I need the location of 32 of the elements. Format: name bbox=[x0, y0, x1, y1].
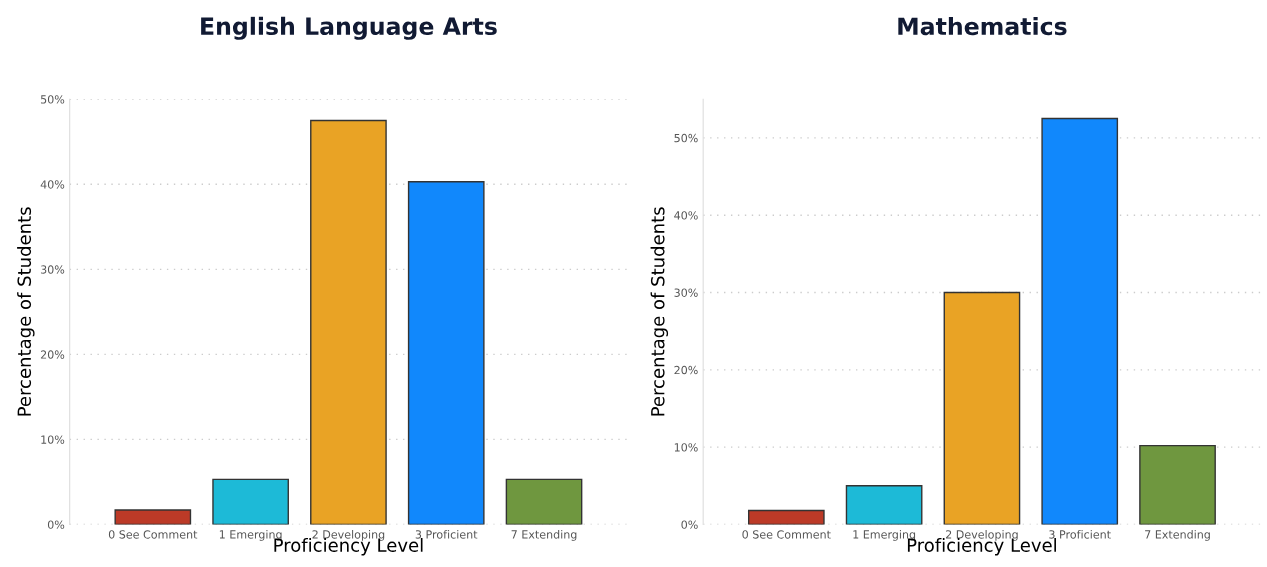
bar bbox=[114, 509, 192, 525]
bar bbox=[1041, 117, 1119, 525]
chart-title: English Language Arts bbox=[201, 16, 497, 40]
x-tick-label: 3 Proficient bbox=[415, 530, 478, 539]
y-axis-title: Percentage of Students bbox=[17, 207, 35, 416]
bar bbox=[1139, 444, 1216, 525]
y-tick-label: 30% bbox=[674, 288, 698, 297]
y-tick-label: 10% bbox=[41, 435, 65, 444]
x-tick-label: 0 See Comment bbox=[742, 530, 831, 539]
bar bbox=[407, 181, 485, 525]
x-tick-label: 0 See Comment bbox=[108, 530, 198, 539]
bar bbox=[845, 485, 923, 525]
bar bbox=[505, 478, 583, 525]
bar bbox=[943, 291, 1021, 525]
y-tick-label: 0% bbox=[47, 520, 65, 529]
y-tick-label: 40% bbox=[40, 180, 65, 189]
y-tick-label: 20% bbox=[40, 350, 65, 359]
bar bbox=[310, 119, 387, 525]
y-axis-title: Percentage of Students bbox=[650, 207, 669, 416]
bar bbox=[747, 509, 825, 525]
x-tick-label: 7 Extending bbox=[1145, 530, 1210, 541]
y-tick-label: 10% bbox=[674, 443, 698, 452]
y-tick-label: 20% bbox=[674, 365, 698, 375]
x-tick-label: 3 Proficient bbox=[1049, 530, 1111, 539]
y-tick-label: 50% bbox=[674, 133, 698, 143]
y-tick-label: 30% bbox=[40, 265, 65, 274]
y-tick-label: 40% bbox=[674, 211, 698, 220]
bar bbox=[212, 478, 289, 525]
chart-title: Mathematics bbox=[898, 16, 1067, 36]
y-tick-label: 0% bbox=[681, 520, 698, 529]
x-tick-label: 7 Extending bbox=[511, 530, 577, 541]
y-tick-label: 50% bbox=[40, 95, 65, 104]
